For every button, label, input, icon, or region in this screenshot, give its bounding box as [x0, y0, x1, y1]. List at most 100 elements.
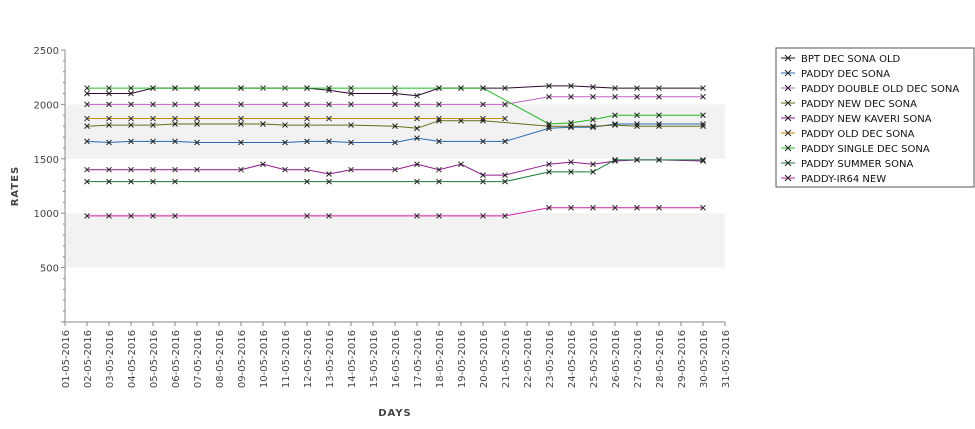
data-point	[546, 93, 552, 100]
x-tick-label: 18-05-2016	[435, 330, 446, 388]
data-point	[458, 161, 464, 168]
x-tick-label: 02-05-2016	[83, 330, 94, 388]
legend-label: PADDY-IR64 NEW	[801, 174, 886, 185]
data-point	[304, 138, 310, 145]
data-point	[502, 115, 508, 122]
data-point	[502, 101, 508, 108]
plot-band	[65, 267, 725, 322]
data-point	[84, 90, 90, 97]
data-point	[172, 178, 178, 185]
x-tick-label: 05-05-2016	[149, 330, 160, 388]
data-point	[436, 117, 442, 124]
y-tick-label: 2500	[34, 46, 59, 57]
data-point	[480, 115, 486, 122]
data-point	[106, 213, 112, 219]
series-paddy-double-old-dec-sona	[84, 93, 706, 108]
data-point	[282, 122, 288, 128]
data-point	[436, 166, 442, 173]
data-point	[84, 115, 90, 122]
x-tick-label: 27-05-2016	[633, 330, 644, 388]
data-point	[480, 213, 486, 219]
data-point	[106, 122, 112, 128]
data-point	[194, 115, 200, 122]
chart-series	[84, 83, 706, 219]
plot-bands	[65, 50, 725, 322]
data-point	[326, 85, 332, 91]
data-point	[304, 178, 310, 185]
x-axis-title: DAYS	[378, 408, 412, 419]
data-point	[84, 166, 90, 173]
x-tick-label: 10-05-2016	[259, 330, 270, 388]
data-point	[414, 178, 420, 185]
data-point	[700, 204, 706, 211]
data-point	[700, 158, 706, 164]
data-point	[106, 139, 112, 146]
data-point	[502, 172, 508, 178]
data-point	[150, 122, 156, 128]
plot-band	[65, 158, 725, 214]
data-point	[436, 213, 442, 219]
data-point	[414, 135, 420, 141]
data-point	[568, 120, 574, 126]
data-point	[634, 112, 640, 119]
data-point	[128, 166, 134, 173]
data-point	[590, 84, 596, 90]
data-point	[480, 138, 486, 145]
x-axis-ticks: 01-05-2016 02-05-2016 03-05-2016 04-05-2016…	[61, 322, 732, 388]
data-point	[348, 139, 354, 146]
data-point	[590, 124, 596, 131]
data-point	[502, 178, 508, 185]
data-point	[304, 166, 310, 173]
data-point	[480, 117, 486, 124]
data-point	[414, 213, 420, 219]
data-point	[326, 178, 332, 185]
data-point	[106, 101, 112, 108]
data-point	[590, 204, 596, 211]
y-tick-label: 500	[40, 264, 59, 275]
data-point	[436, 85, 442, 91]
data-point	[326, 101, 332, 108]
series-line	[87, 159, 703, 183]
data-point	[568, 204, 574, 211]
data-point	[590, 161, 596, 168]
x-tick-label: 21-05-2016	[501, 330, 512, 388]
data-point	[656, 93, 662, 100]
data-point	[392, 85, 398, 91]
data-point	[172, 115, 178, 122]
x-tick-label: 12-05-2016	[303, 330, 314, 388]
data-point	[590, 169, 596, 175]
plot-band	[65, 50, 725, 105]
data-point	[348, 122, 354, 128]
x-tick-label: 16-05-2016	[391, 330, 402, 388]
x-tick-label: 23-05-2016	[545, 330, 556, 388]
data-point	[348, 85, 354, 91]
data-point	[568, 93, 574, 100]
legend-items: BPT DEC SONA OLD PADDY DEC SONA PADDY DOUB…	[781, 54, 959, 185]
data-point	[304, 213, 310, 219]
legend-item: PADDY SUMMER SONA	[781, 159, 913, 170]
data-point	[656, 204, 662, 211]
legend-label: PADDY NEW KAVERI SONA	[801, 114, 932, 125]
data-point	[656, 112, 662, 119]
data-point	[700, 121, 706, 127]
data-point	[84, 213, 90, 219]
data-point	[194, 101, 200, 108]
legend-item: PADDY DOUBLE OLD DEC SONA	[781, 84, 959, 95]
data-point	[414, 92, 420, 99]
data-point	[480, 172, 486, 178]
y-tick-label: 1000	[34, 209, 59, 220]
data-point	[414, 125, 420, 132]
data-point	[348, 101, 354, 108]
x-tick-label: 20-05-2016	[479, 330, 490, 388]
data-point	[568, 159, 574, 165]
data-point	[458, 85, 464, 91]
data-point	[326, 213, 332, 219]
data-point	[436, 101, 442, 108]
legend-label: PADDY OLD DEC SONA	[801, 129, 915, 140]
data-point	[84, 178, 90, 185]
data-point	[128, 138, 134, 145]
data-point	[700, 157, 706, 163]
data-point	[106, 115, 112, 122]
data-point	[172, 101, 178, 108]
